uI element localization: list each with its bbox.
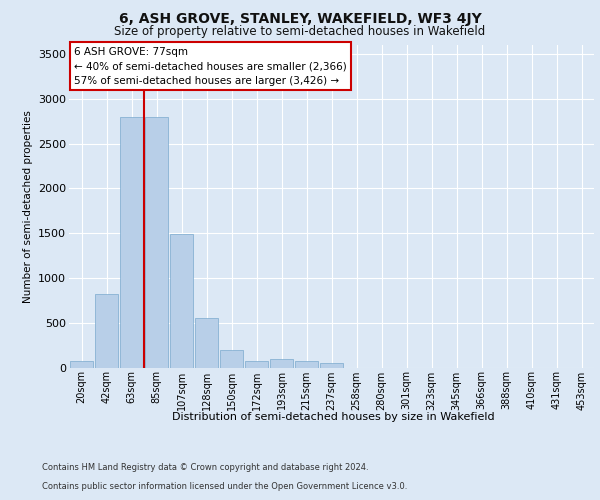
Bar (119, 116, 143, 368)
Bar (145, 116, 169, 368)
Bar (269, 358, 293, 368)
Bar (95, 294, 118, 368)
Text: Contains HM Land Registry data © Crown copyright and database right 2024.: Contains HM Land Registry data © Crown c… (42, 464, 368, 472)
Bar (320, 363, 343, 368)
Bar (220, 350, 244, 368)
Text: Contains public sector information licensed under the Open Government Licence v3: Contains public sector information licen… (42, 482, 407, 491)
Bar (194, 318, 218, 368)
Text: 6, ASH GROVE, STANLEY, WAKEFIELD, WF3 4JY: 6, ASH GROVE, STANLEY, WAKEFIELD, WF3 4J… (119, 12, 481, 26)
Y-axis label: Number of semi-detached properties: Number of semi-detached properties (23, 110, 32, 302)
Bar (245, 361, 268, 368)
Text: Size of property relative to semi-detached houses in Wakefield: Size of property relative to semi-detach… (115, 25, 485, 38)
Bar (170, 234, 193, 368)
Text: 6 ASH GROVE: 77sqm
← 40% of semi-detached houses are smaller (2,366)
57% of semi: 6 ASH GROVE: 77sqm ← 40% of semi-detache… (74, 46, 347, 86)
Bar (70, 361, 94, 368)
Text: Distribution of semi-detached houses by size in Wakefield: Distribution of semi-detached houses by … (172, 412, 494, 422)
Bar (295, 361, 319, 368)
